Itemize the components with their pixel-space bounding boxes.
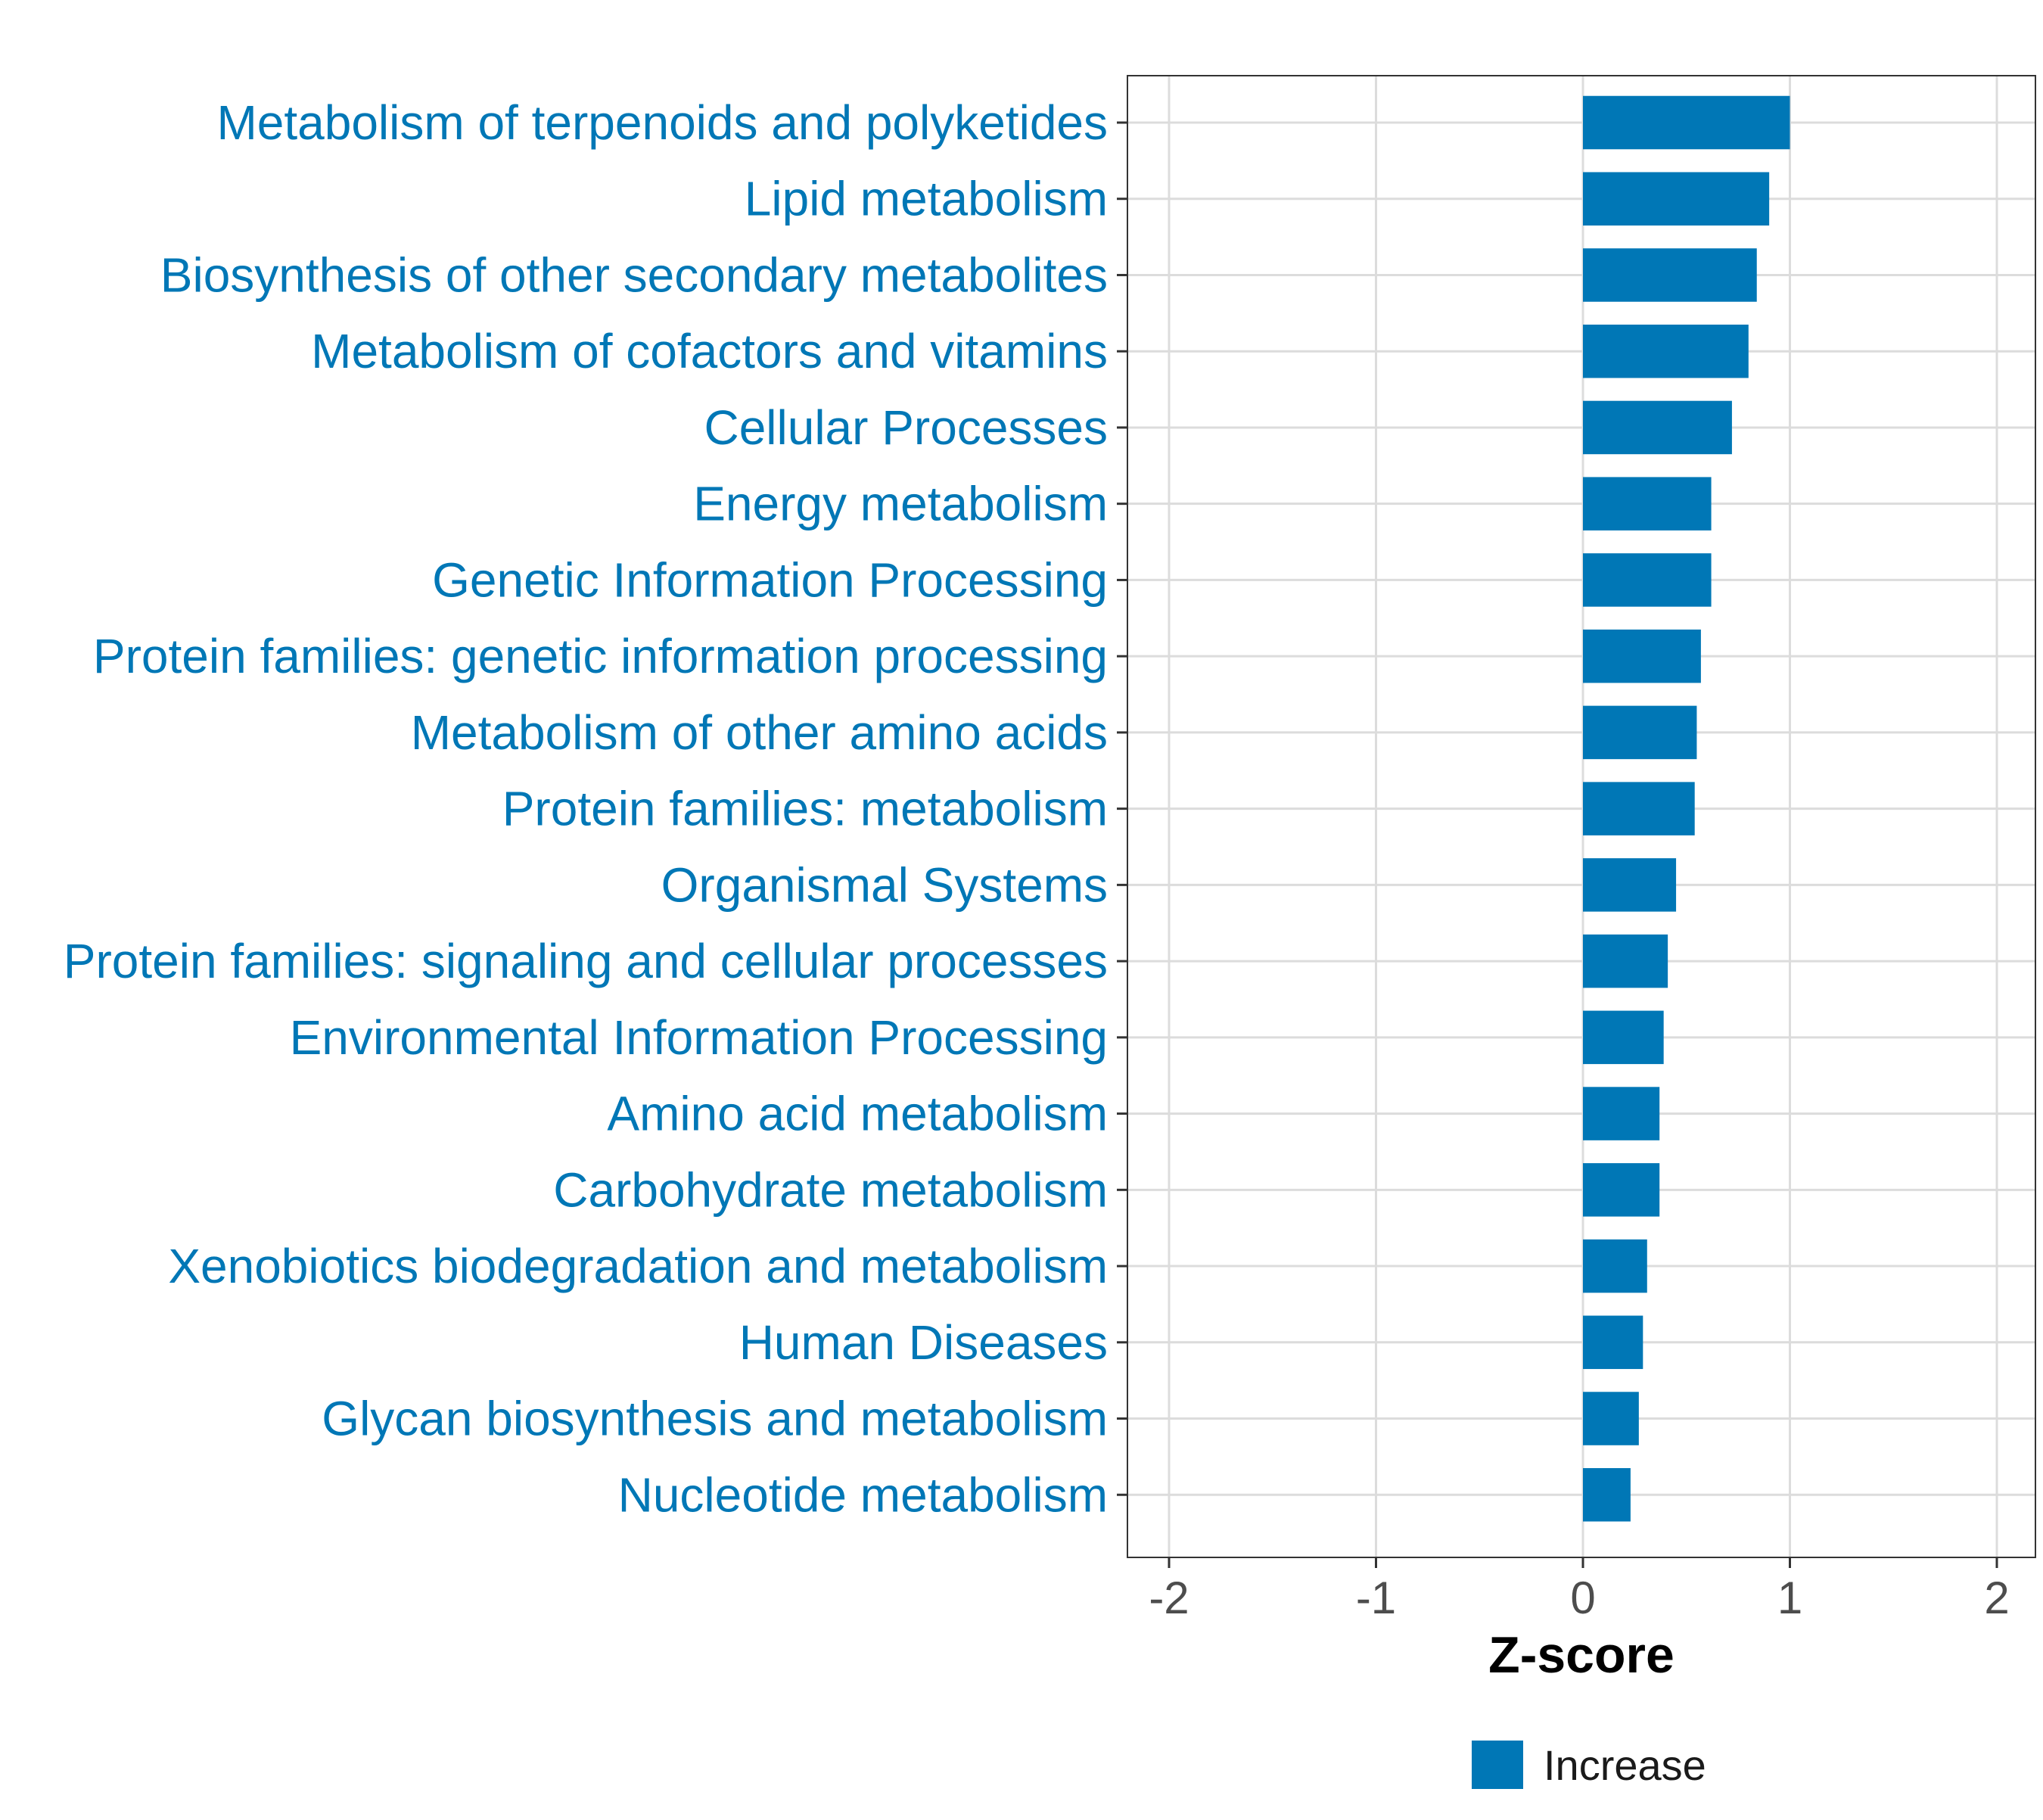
bar-5	[1583, 477, 1712, 530]
bar-11	[1583, 934, 1668, 988]
legend-key-increase	[1472, 1741, 1523, 1789]
plot-panel-background	[1127, 76, 2035, 1557]
category-label-7: Protein families: genetic information pr…	[93, 629, 1108, 683]
bar-8	[1583, 705, 1697, 760]
bar-2	[1583, 248, 1757, 302]
legend: Increase	[1472, 1741, 1706, 1789]
plot-panel-border	[1127, 75, 2036, 1558]
bar-14	[1583, 1163, 1660, 1217]
category-label-13: Amino acid metabolism	[607, 1087, 1108, 1141]
category-label-9: Protein families: metabolism	[502, 782, 1108, 836]
category-label-4: Cellular Processes	[704, 400, 1108, 455]
bar-6	[1583, 553, 1712, 607]
x-tick-label-1: -1	[1356, 1573, 1396, 1623]
y-axis: Metabolism of terpenoids and polyketides…	[64, 95, 1127, 1522]
bar-12	[1583, 1010, 1664, 1065]
bar-16	[1583, 1315, 1643, 1370]
category-label-2: Biosynthesis of other secondary metaboli…	[160, 247, 1108, 302]
x-axis: -2 -1 0 1 2	[1149, 1557, 2010, 1623]
category-label-1: Lipid metabolism	[745, 172, 1108, 226]
x-tick-label-3: 1	[1777, 1573, 1802, 1623]
x-tick-label-2: 0	[1570, 1573, 1595, 1623]
category-label-3: Metabolism of cofactors and vitamins	[311, 324, 1108, 378]
category-label-14: Carbohydrate metabolism	[553, 1162, 1108, 1217]
bar-7	[1583, 629, 1701, 683]
bar-13	[1583, 1087, 1660, 1140]
category-label-16: Human Diseases	[739, 1315, 1108, 1370]
category-label-8: Metabolism of other amino acids	[411, 705, 1108, 760]
category-label-18: Nucleotide metabolism	[618, 1467, 1108, 1522]
bar-17	[1583, 1392, 1639, 1445]
x-tick-label-0: -2	[1149, 1573, 1189, 1623]
category-label-17: Glycan biosynthesis and metabolism	[322, 1392, 1108, 1446]
category-label-15: Xenobiotics biodegradation and metabolis…	[168, 1239, 1108, 1293]
grid-lines	[1127, 76, 2035, 1557]
bar-series	[1583, 95, 1790, 1522]
bar-10	[1583, 858, 1677, 912]
bar-4	[1583, 400, 1732, 455]
bar-3	[1583, 324, 1749, 378]
category-label-0: Metabolism of terpenoids and polyketides	[216, 95, 1108, 150]
bar-15	[1583, 1239, 1647, 1293]
x-tick-label-4: 2	[1984, 1573, 2009, 1623]
category-label-6: Genetic Information Processing	[432, 552, 1108, 607]
category-label-11: Protein families: signaling and cellular…	[64, 934, 1108, 988]
x-axis-title: Z-score	[1488, 1626, 1675, 1684]
category-label-10: Organismal Systems	[661, 857, 1108, 912]
bar-0	[1583, 95, 1790, 150]
category-label-12: Environmental Information Processing	[290, 1010, 1108, 1065]
bar-9	[1583, 782, 1695, 835]
bar-1	[1583, 172, 1770, 226]
category-label-5: Energy metabolism	[693, 477, 1108, 531]
legend-label-increase: Increase	[1544, 1741, 1706, 1789]
bar-18	[1583, 1468, 1631, 1522]
